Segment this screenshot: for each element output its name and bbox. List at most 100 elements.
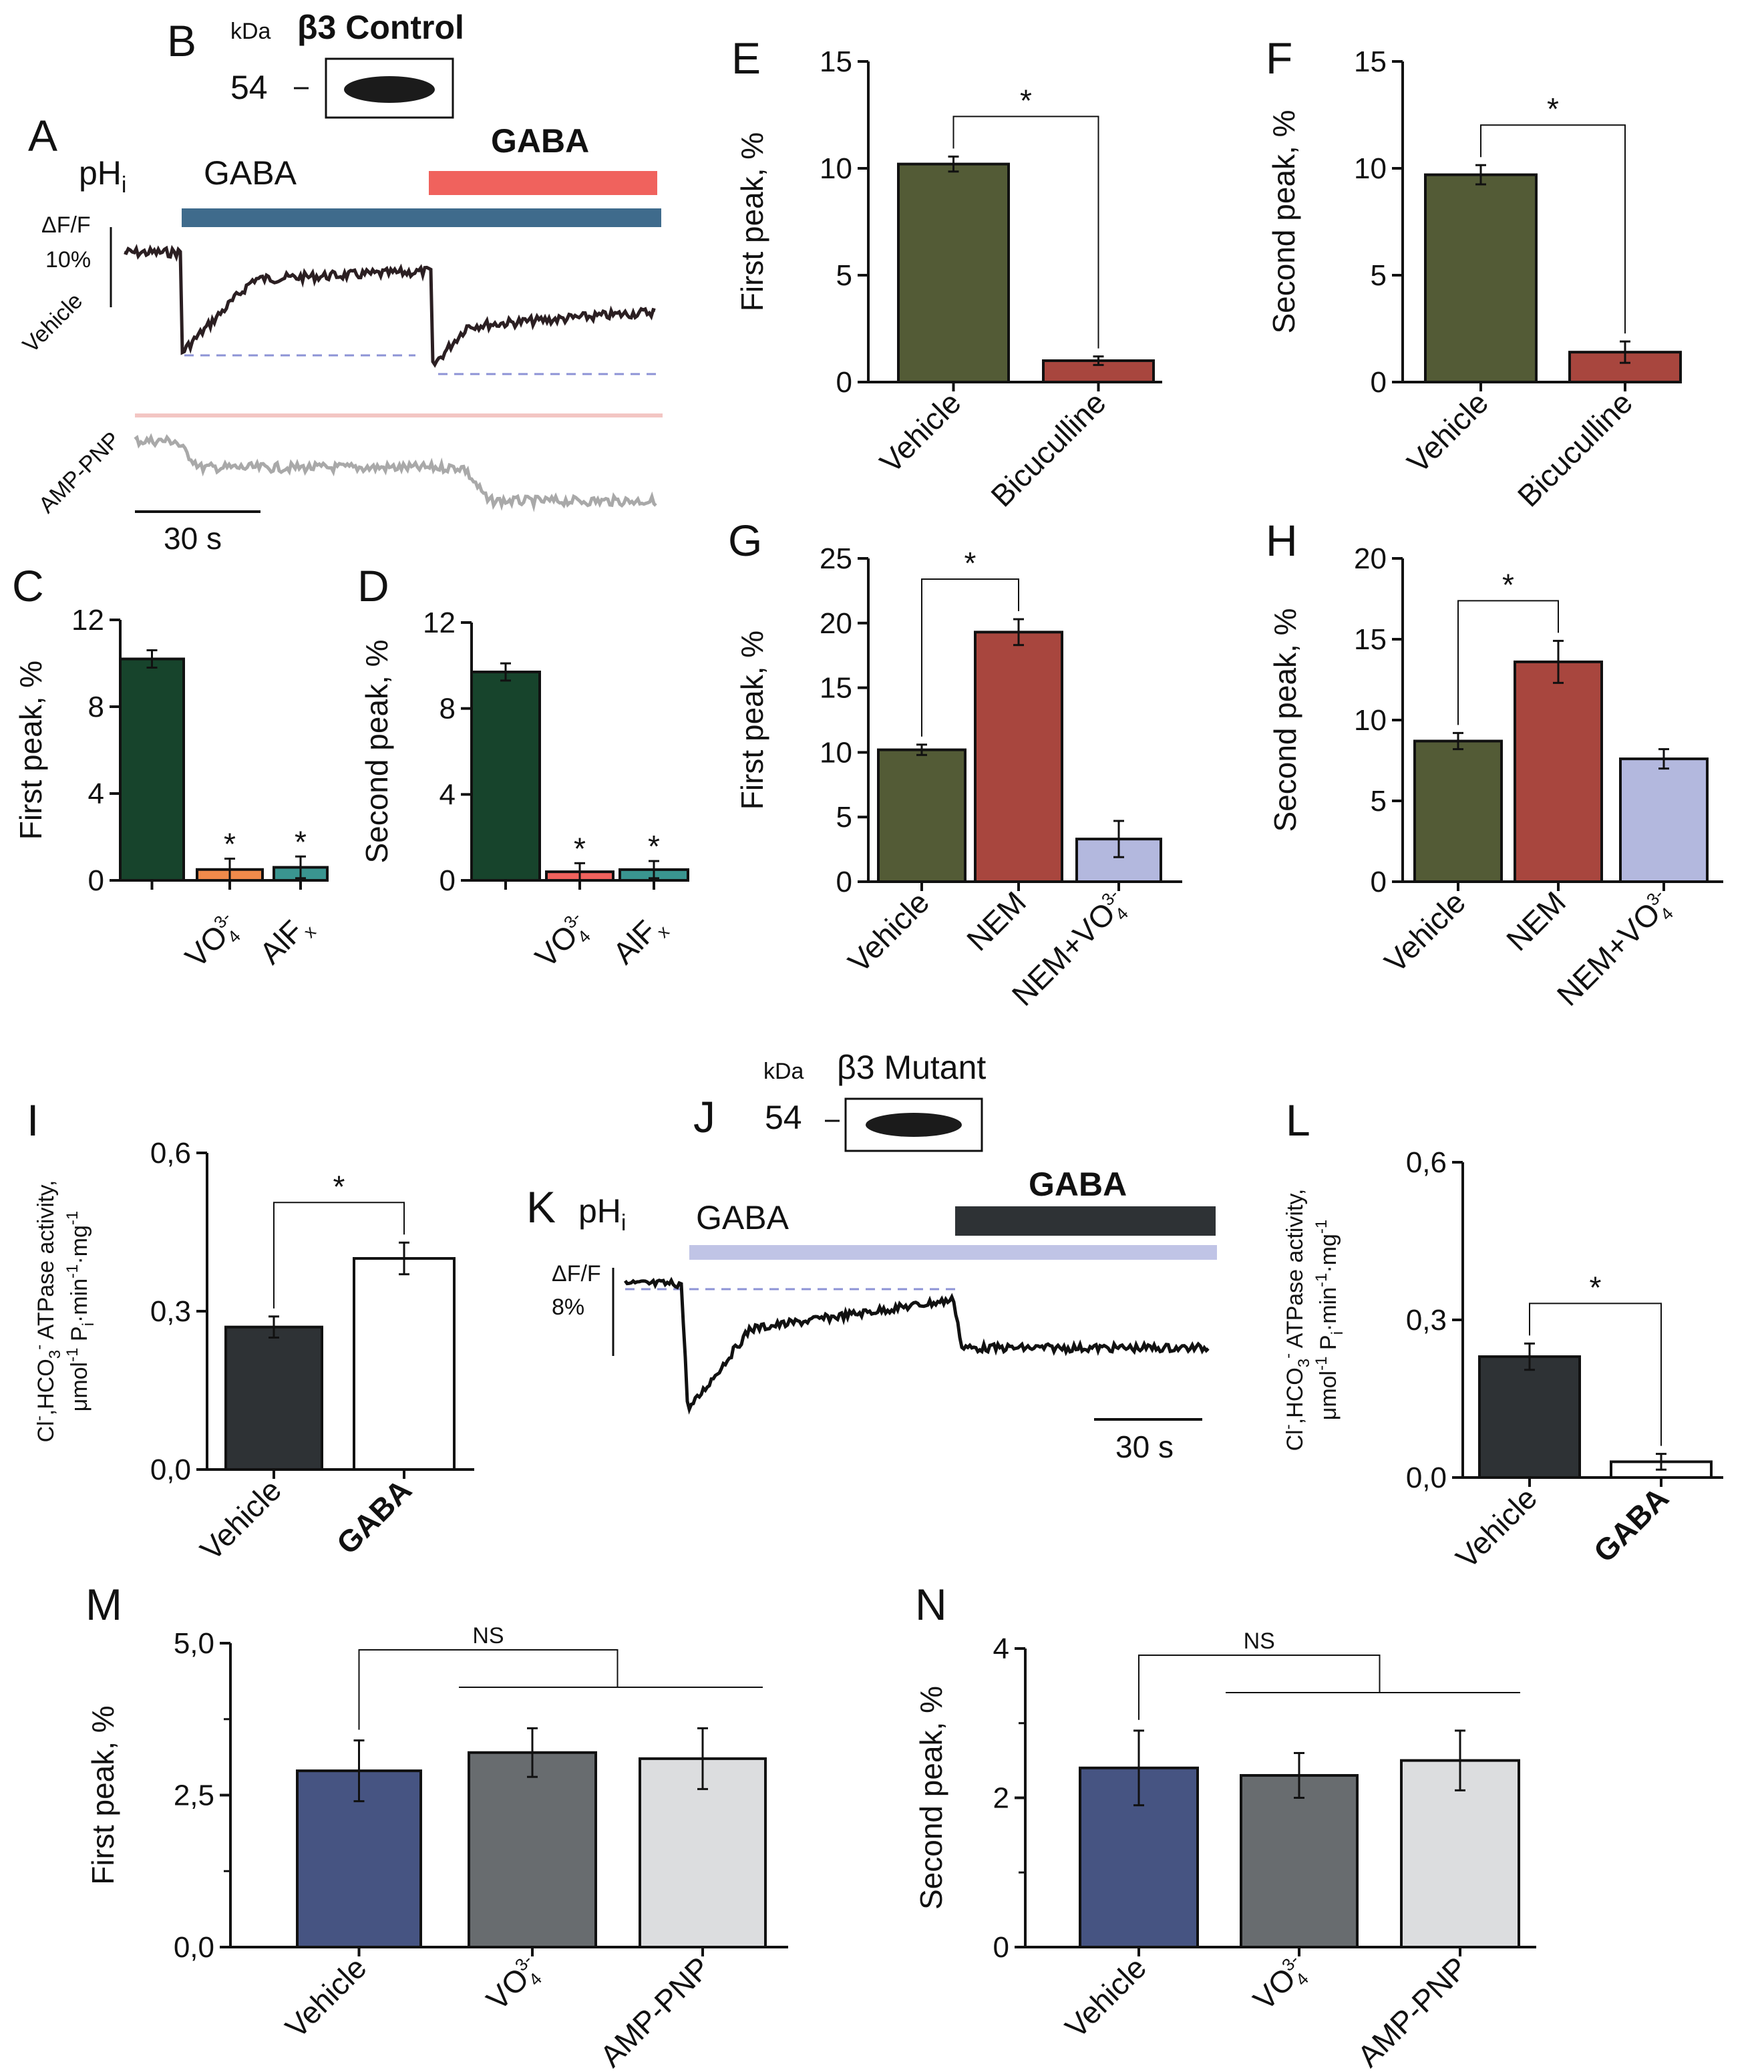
chart-i-y-label-part: Cl (33, 1421, 59, 1442)
trace-a-ampnp-label: AMP-PNP (34, 427, 125, 518)
chart-i-significance-bracket (273, 1202, 405, 1309)
chart-h-significance-bracket (1457, 600, 1559, 725)
chart-c: C 0 4 8 12 First peak, % VO3-4 AlFx * * (12, 561, 329, 974)
chart-l-y-tick-label: 0,0 (1406, 1461, 1447, 1494)
chart-n-category-label: VO3-4 (1246, 1950, 1317, 2021)
panel-letter-h: H (1266, 516, 1298, 565)
chart-c-bar (119, 657, 185, 882)
chart-n-category-label: AMP-PNP (1351, 1950, 1474, 2072)
chart-g-y-tick-label: 15 (820, 672, 852, 705)
chart-l-y-label-part: ,HCO (1282, 1367, 1308, 1424)
panel-letter-e: E (731, 33, 761, 83)
chart-f-y-label: Second peak, % (1266, 110, 1301, 333)
chart-i-y-label-sup: -1 (63, 1264, 81, 1278)
chart-g-y-tick-label: 25 (820, 542, 852, 575)
chart-i-significance-star: * (333, 1169, 345, 1204)
chart-e-y-tick-label: 10 (820, 152, 852, 185)
chart-h: H 0 5 10 15 20 Second peak, % Vehicle NEMNEM+VO3… (1266, 516, 1723, 1016)
trace-a-time-scale-label: 30 s (164, 521, 222, 556)
chart-h-y-label: Second peak, % (1268, 608, 1302, 832)
chart-i: I0,00,30,6Cl-,HCO3- ATPase activity,μmol… (27, 1095, 474, 1567)
chart-h-bar (1413, 739, 1503, 883)
chart-g-bar (877, 748, 966, 883)
chart-g-category-base: NEM (960, 884, 1033, 957)
panel-letter-b: B (167, 16, 196, 65)
panel-letter-m: M (85, 1580, 122, 1629)
chart-n-category-label: Vehicle (1058, 1950, 1153, 2045)
chart-e-significance-bracket (952, 116, 1099, 349)
chart-f-category-label: Vehicle (1400, 385, 1495, 480)
trace-k-time-scale-label: 30 s (1115, 1429, 1174, 1464)
panel-letter-j: J (693, 1092, 715, 1142)
trace-a-signal-ph: pH (79, 154, 122, 192)
chart-m-category-base: Vehicle (279, 1950, 373, 2045)
chart-m-y-tick-label: 2,5 (174, 1779, 214, 1812)
chart-g-y-tick-label: 0 (836, 866, 852, 898)
chart-f-y-tick-label: 5 (1371, 259, 1387, 292)
chart-m-y-tick-label: 0,0 (174, 1931, 214, 1964)
chart-l-y-label-sup: -1 (1312, 1357, 1331, 1371)
chart-c-significance-star: * (224, 827, 236, 862)
chart-i-y-tick-label: 0,3 (150, 1295, 191, 1328)
chart-h-y-tick-label: 0 (1371, 866, 1387, 898)
panel-letter-c: C (12, 561, 44, 611)
chart-n-category-base: AMP-PNP (1351, 1950, 1474, 2072)
chart-l-significance-bracket (1529, 1303, 1662, 1446)
chart-f-y-tick-label: 0 (1371, 366, 1387, 399)
chart-h-bar (1514, 660, 1603, 883)
chart-n-y-tick-label: 4 (993, 1632, 1009, 1665)
chart-n-bar (1240, 1773, 1359, 1949)
chart-m-category-label: AMP-PNP (593, 1950, 717, 2072)
blot-j-marker: 54 (765, 1099, 802, 1136)
chart-d: D 0 4 8 12 Second peak, % VO3-4 AlFx * * (357, 561, 689, 974)
chart-i-y-tick-label: 0,0 (150, 1453, 191, 1486)
panel-letter-k: K (526, 1182, 556, 1232)
chart-i-y-label-sup: -1 (63, 1348, 81, 1362)
chart-m: M 0,0 2,5 5,0 First peak, % Vehicle VO3-4 AMP-P… (85, 1580, 788, 2072)
chart-n-y-label: Second peak, % (914, 1686, 948, 1910)
chart-i-category-label: GABA (330, 1472, 419, 1561)
chart-i-y-label-line-1: Cl-,HCO3- ATPase activity, (30, 1180, 64, 1443)
trace-a-application-bar-1 (182, 208, 661, 227)
chart-l-category-base: GABA (1587, 1480, 1676, 1569)
chart-c-category-base: AlF (252, 913, 310, 971)
chart-d-category-label: AlFx (606, 907, 673, 974)
chart-i-y-label-part: μmol (67, 1362, 92, 1411)
trace-k-agonist-2: GABA (1029, 1166, 1127, 1203)
trace-a-scale-label-1: ΔF/F (41, 212, 91, 238)
chart-f-category-base: Vehicle (1400, 385, 1495, 480)
chart-l-y-label-sup: - (1279, 1353, 1297, 1359)
chart-c-y-tick-label: 12 (71, 604, 104, 637)
chart-l-y-label-part: μmol (1316, 1371, 1341, 1420)
chart-m-bar (468, 1751, 597, 1949)
chart-e: E 0 5 10 15 First peak, % Vehicle Bicuculline * (731, 33, 1162, 514)
chart-n-category-base: Vehicle (1058, 1950, 1153, 2045)
chart-l-y-tick-label: 0,3 (1406, 1304, 1447, 1337)
chart-e-category-base: Vehicle (873, 385, 968, 480)
blot-j-unit: kDa (763, 1059, 804, 1084)
chart-f-category-label: Bicuculline (1511, 385, 1639, 513)
panel-b-blot: B kDa β3 Control 54 (167, 9, 464, 119)
chart-d-y-label: Second peak, % (359, 639, 394, 863)
trace-k-signal-ph: pH (578, 1192, 621, 1230)
chart-m-y-tick-label: 5,0 (174, 1627, 214, 1660)
chart-f: F 0 5 10 15 Second peak, % Vehicle Bicuculline * (1266, 33, 1682, 514)
chart-h-category-label: NEM+VO3-4 (1550, 884, 1682, 1016)
chart-l-y-label-sup: -1 (1312, 1220, 1331, 1234)
chart-i-y-label-sub: 3 (46, 1350, 64, 1359)
chart-n-ns-label: NS (1244, 1628, 1275, 1654)
panel-letter-a: A (28, 111, 57, 160)
chart-m-category-base: AMP-PNP (593, 1950, 717, 2072)
chart-e-y-label: First peak, % (735, 132, 769, 311)
chart-l-bar (1478, 1355, 1581, 1479)
chart-e-y-tick-label: 5 (836, 259, 852, 292)
chart-f-significance-bracket (1480, 124, 1626, 334)
chart-m-ns-label: NS (472, 1623, 504, 1649)
chart-h-y-tick-label: 20 (1354, 542, 1387, 575)
chart-l-y-label-line-1: Cl-,HCO3- ATPase activity, (1279, 1189, 1313, 1451)
chart-d-y-tick-label: 8 (439, 693, 456, 725)
chart-i-category-label: Vehicle (193, 1472, 288, 1567)
chart-h-category-label: NEM (1500, 884, 1572, 957)
